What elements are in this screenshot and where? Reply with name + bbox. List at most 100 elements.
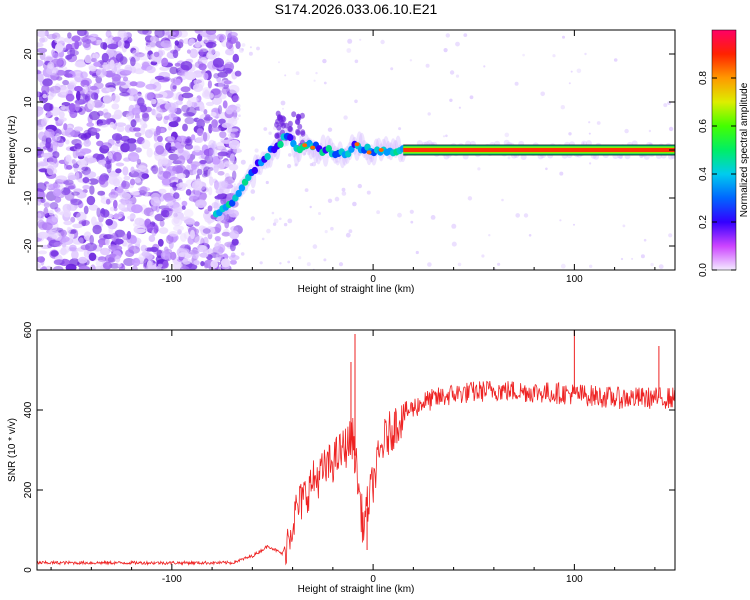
noise-blob bbox=[105, 237, 110, 246]
y-tick-label: 0 bbox=[23, 147, 34, 153]
noise-blob bbox=[41, 265, 47, 270]
noise-blob bbox=[56, 69, 66, 76]
noise-blob bbox=[172, 165, 184, 175]
noise-blob bbox=[173, 225, 184, 232]
noise-blob bbox=[74, 143, 82, 150]
noise-blob bbox=[211, 119, 218, 128]
noise-blob bbox=[229, 230, 240, 240]
noise-blob bbox=[54, 196, 62, 203]
track-blob bbox=[229, 199, 236, 207]
noise-blob bbox=[41, 36, 48, 43]
noise-dot bbox=[266, 228, 271, 234]
track-hotspot bbox=[366, 150, 372, 155]
noise-blob bbox=[60, 247, 67, 256]
noise-blob bbox=[98, 175, 106, 185]
noise-dot bbox=[588, 132, 591, 135]
noise-dot bbox=[295, 71, 300, 76]
noise-blob bbox=[120, 70, 132, 75]
noise-blob bbox=[64, 127, 75, 138]
noise-blob bbox=[91, 128, 101, 132]
noise-blob bbox=[230, 242, 236, 252]
noise-dot bbox=[366, 190, 371, 195]
noise-dot bbox=[354, 59, 359, 64]
noise-blob bbox=[210, 260, 219, 269]
noise-blob bbox=[146, 65, 156, 74]
noise-blob bbox=[217, 71, 228, 78]
noise-blob bbox=[78, 265, 91, 270]
noise-blob bbox=[132, 49, 140, 57]
noise-blob bbox=[145, 44, 152, 52]
noise-dot bbox=[324, 230, 328, 234]
noise-blob bbox=[199, 191, 207, 202]
noise-blob bbox=[228, 139, 240, 150]
noise-blob bbox=[126, 138, 137, 144]
noise-dot bbox=[279, 262, 282, 265]
noise-blob bbox=[182, 258, 192, 265]
noise-blob bbox=[184, 143, 193, 150]
spectrogram-signal-layer bbox=[209, 110, 675, 225]
noise-blob bbox=[164, 197, 177, 203]
noise-dot bbox=[522, 53, 525, 57]
noise-blob bbox=[132, 257, 141, 267]
track-hotspot bbox=[354, 142, 360, 147]
noise-blob bbox=[46, 147, 53, 152]
noise-dot bbox=[309, 163, 313, 167]
noise-dot bbox=[343, 115, 348, 120]
noise-dot bbox=[304, 188, 309, 193]
noise-blob bbox=[161, 157, 169, 165]
noise-blob bbox=[82, 39, 91, 49]
track-patch bbox=[297, 123, 303, 130]
noise-blob bbox=[74, 40, 80, 50]
noise-blob bbox=[140, 244, 148, 252]
noise-blob bbox=[51, 213, 59, 223]
noise-dot bbox=[562, 35, 565, 39]
noise-blob bbox=[109, 253, 117, 258]
noise-blob bbox=[195, 136, 204, 144]
noise-blob bbox=[208, 123, 213, 134]
noise-dot bbox=[323, 81, 327, 85]
noise-blob bbox=[199, 49, 204, 57]
noise-dot bbox=[390, 67, 394, 71]
noise-blob bbox=[162, 76, 171, 82]
noise-blob bbox=[57, 118, 65, 124]
noise-blob bbox=[102, 261, 113, 270]
track-blob bbox=[277, 140, 284, 148]
noise-blob bbox=[89, 185, 95, 195]
track-blob bbox=[287, 133, 294, 142]
noise-dot bbox=[287, 218, 293, 224]
noise-blob bbox=[46, 33, 58, 40]
noise-blob bbox=[137, 97, 145, 107]
noise-blob bbox=[142, 112, 150, 122]
noise-blob bbox=[65, 93, 75, 102]
noise-blob bbox=[214, 195, 224, 200]
track-patch bbox=[283, 122, 289, 129]
noise-blob bbox=[207, 205, 213, 212]
track-halo bbox=[503, 139, 510, 146]
noise-blob bbox=[111, 93, 121, 104]
noise-blob bbox=[80, 79, 90, 88]
noise-blob bbox=[185, 189, 192, 196]
noise-blob bbox=[196, 47, 209, 53]
noise-blob bbox=[111, 232, 117, 242]
noise-dot bbox=[334, 196, 340, 202]
noise-dot bbox=[279, 217, 282, 221]
colorbar-label: Normalized spectral amplitude bbox=[739, 82, 750, 217]
noise-blob bbox=[191, 180, 203, 191]
noise-dot bbox=[347, 38, 353, 44]
noise-blob bbox=[121, 200, 133, 206]
noise-blob bbox=[90, 85, 98, 91]
noise-blob bbox=[37, 42, 44, 48]
noise-blob bbox=[55, 175, 68, 182]
noise-blob bbox=[41, 118, 47, 127]
noise-blob bbox=[164, 31, 176, 36]
noise-blob bbox=[38, 191, 46, 199]
noise-blob bbox=[113, 199, 118, 209]
noise-blob bbox=[101, 142, 112, 150]
noise-blob bbox=[168, 231, 179, 237]
noise-dot bbox=[643, 238, 647, 242]
noise-blob bbox=[122, 76, 129, 82]
colorbar: 0.0 0.2 0.4 0.6 0.8 Normalized spectral ampl… bbox=[698, 29, 750, 277]
noise-blob bbox=[225, 107, 233, 115]
noise-blob bbox=[211, 88, 222, 99]
noise-dot bbox=[271, 211, 275, 215]
